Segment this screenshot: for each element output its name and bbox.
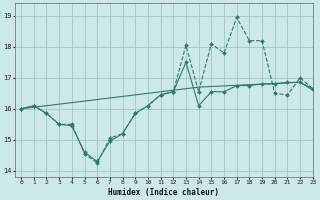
X-axis label: Humidex (Indice chaleur): Humidex (Indice chaleur) [108,188,219,197]
